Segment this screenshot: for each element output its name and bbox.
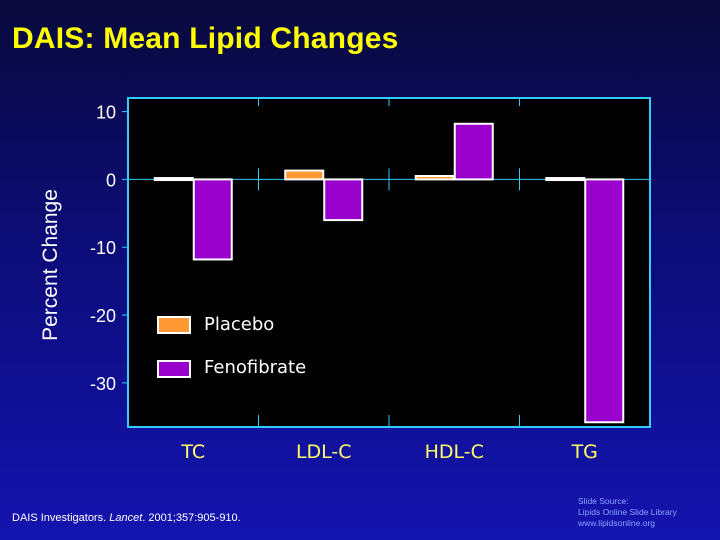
citation-journal: Lancet — [109, 512, 143, 524]
citation: DAIS Investigators. Lancet. 2001;357:905… — [12, 512, 241, 524]
citation-authors: DAIS Investigators. — [12, 512, 110, 524]
bar-placebo-hdl-c — [414, 175, 455, 181]
bar-fenofibrate-ldl-c — [323, 178, 364, 222]
bar-placebo-tc — [153, 177, 194, 182]
source-line-2: Lipids Online Slide Library — [578, 507, 677, 517]
x-category-label: TG — [571, 441, 598, 463]
citation-details: . 2001;357:905-910. — [142, 512, 241, 524]
y-tick-label: -20 — [90, 306, 116, 326]
slide-source: Slide Source: Lipids Online Slide Librar… — [578, 496, 677, 529]
y-tick-label: 10 — [96, 103, 116, 123]
source-line-3: www.lipidsonline.org — [578, 518, 656, 528]
bar-fenofibrate-tc — [192, 178, 233, 261]
plot-frame — [127, 97, 651, 428]
legend-swatch-fenofibrate — [157, 360, 191, 378]
x-category-label: TC — [180, 441, 205, 463]
bar-placebo-tg — [545, 177, 586, 182]
plot-area — [128, 98, 650, 427]
x-category-label: LDL-C — [296, 441, 352, 463]
bar-fenofibrate-hdl-c — [453, 122, 494, 181]
x-category-label: HDL-C — [425, 441, 484, 463]
bar-fenofibrate-tg — [584, 178, 625, 424]
slide-title: DAIS: Mean Lipid Changes — [12, 22, 399, 55]
y-tick-label: 0 — [106, 170, 116, 190]
source-line-1: Slide Source: — [578, 496, 629, 506]
y-tick-label: -10 — [90, 238, 116, 258]
y-tick-label: -30 — [90, 374, 116, 394]
bar-placebo-ldl-c — [284, 169, 325, 181]
legend-label-placebo: Placebo — [204, 314, 274, 335]
legend-label-fenofibrate: Fenofibrate — [204, 357, 306, 378]
legend-swatch-placebo — [157, 316, 191, 334]
